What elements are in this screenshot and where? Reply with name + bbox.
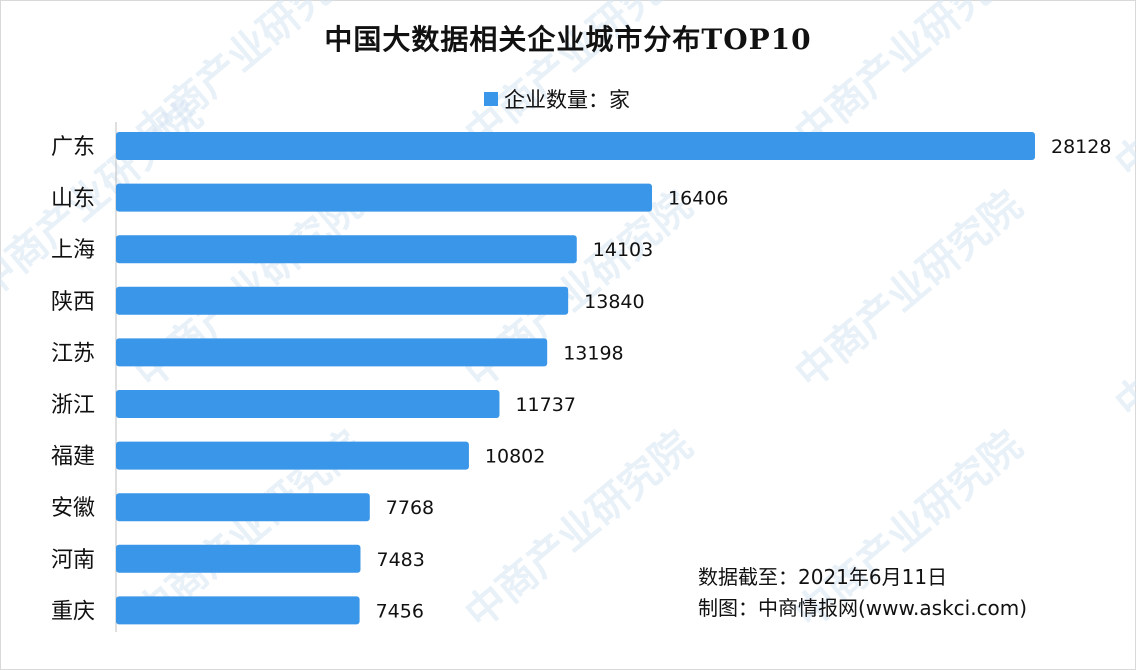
bar [116, 390, 500, 418]
legend-swatch [484, 92, 498, 106]
data-label: 10802 [485, 446, 545, 468]
data-label: 7456 [376, 600, 424, 622]
legend-label: 企业数量：家 [504, 88, 630, 112]
data-label: 28128 [1051, 136, 1111, 158]
bar [116, 183, 653, 212]
category-label: 山东 [51, 187, 95, 212]
source-note: 数据截至：2021年6月11日 制图：中商情报网(www.askci.com) [698, 562, 1027, 624]
data-label: 11737 [515, 394, 575, 416]
bar [116, 235, 577, 264]
credit-line: 制图：中商情报网(www.askci.com) [698, 596, 1028, 620]
category-label: 福建 [51, 445, 95, 470]
bar [116, 286, 569, 315]
category-label: 浙江 [51, 393, 95, 418]
legend: 企业数量：家 [484, 86, 630, 112]
data-label: 7483 [376, 549, 424, 571]
bar [116, 596, 360, 625]
bar [116, 441, 469, 470]
data-label: 13198 [563, 342, 623, 364]
bar [116, 493, 370, 522]
category-label: 重庆 [51, 599, 95, 624]
chart-title: 中国大数据相关企业城市分布TOP10 [324, 23, 812, 56]
category-label: 广东 [51, 135, 95, 160]
data-label: 7768 [386, 497, 434, 519]
category-label: 河南 [51, 548, 95, 573]
category-label: 陕西 [51, 290, 95, 315]
data-label: 13840 [584, 291, 644, 313]
category-label: 江苏 [51, 341, 95, 366]
data-label: 14103 [593, 239, 653, 261]
category-label: 上海 [51, 238, 95, 263]
data-date-line: 数据截至：2021年6月11日 [698, 565, 948, 589]
data-label: 16406 [668, 188, 728, 210]
bar [116, 338, 548, 367]
category-label: 安徽 [51, 496, 95, 521]
bar [116, 132, 1035, 160]
bar [116, 544, 361, 573]
